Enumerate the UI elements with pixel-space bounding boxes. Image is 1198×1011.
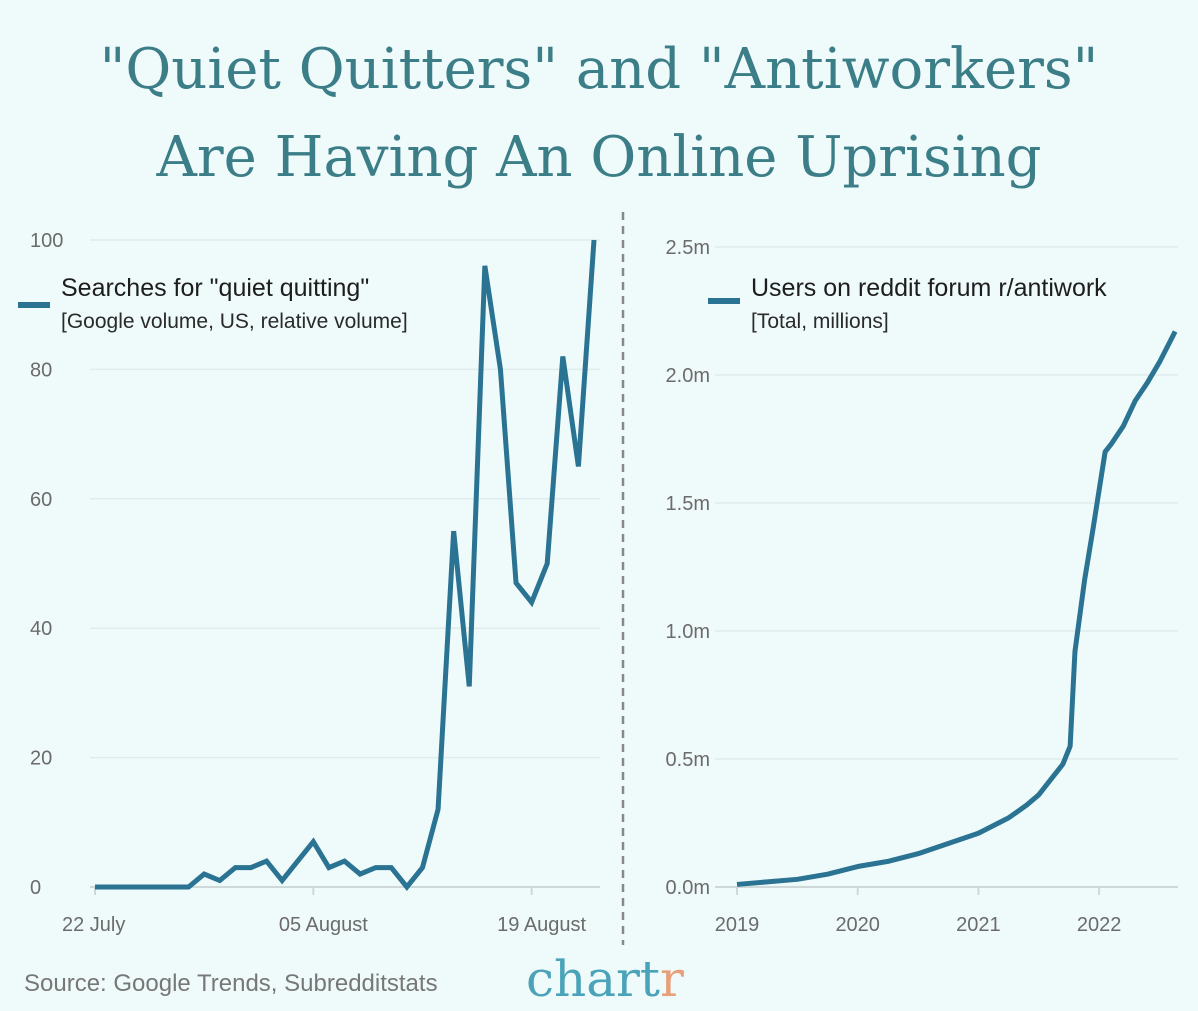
y-tick-label: 80: [30, 359, 52, 381]
y-tick-label: 2.5m: [666, 237, 710, 259]
legend-label: Users on reddit forum r/antiwork: [751, 274, 1107, 302]
legend-sublabel: [Total, millions]: [751, 310, 889, 333]
logo-accent: r: [660, 950, 684, 1008]
source-note: Source: Google Trends, Subredditstats: [24, 970, 438, 997]
y-tick-label: 1.5m: [666, 493, 710, 515]
x-tick-label: 05 August: [279, 914, 368, 936]
y-tick-label: 0.0m: [666, 877, 710, 899]
y-tick-label: 0.5m: [666, 749, 710, 771]
y-tick-label: 2.0m: [666, 365, 710, 387]
series-line-antiwork-users: [736, 330, 1178, 887]
logo-main: chart: [526, 950, 660, 1008]
y-tick-label: 20: [30, 748, 52, 770]
right-chart: 0.0m 0.5m 1.0m 1.5m 2.0m 2.5m 2019 2020 2021 2022…: [666, 237, 1178, 936]
x-tick-label: 2021: [956, 914, 1001, 936]
y-tick-label: 1.0m: [666, 621, 710, 643]
title-line-1: "Quiet Quitters" and "Antiworkers": [100, 37, 1099, 102]
chartr-logo: chartr: [526, 950, 684, 1008]
title-line-2: Are Having An Online Uprising: [155, 125, 1041, 190]
x-tick-label: 22 July: [62, 914, 125, 936]
legend-sublabel: [Google volume, US, relative volume]: [61, 310, 408, 333]
y-tick-label: 0: [30, 877, 41, 899]
x-tick-label: 19 August: [497, 914, 586, 936]
legend-label: Searches for "quiet quitting": [61, 274, 369, 302]
series-line-quiet-quitting: [95, 239, 597, 891]
left-chart: 0 20 40 60 80 100 22 July 05 August 19 August Sea…: [18, 230, 600, 936]
y-tick-label: 40: [30, 618, 52, 640]
y-tick-label: 60: [30, 489, 52, 511]
y-tick-label: 100: [30, 230, 63, 252]
x-tick-label: 2019: [715, 914, 760, 936]
x-tick-label: 2022: [1077, 914, 1122, 936]
x-tick-label: 2020: [835, 914, 880, 936]
